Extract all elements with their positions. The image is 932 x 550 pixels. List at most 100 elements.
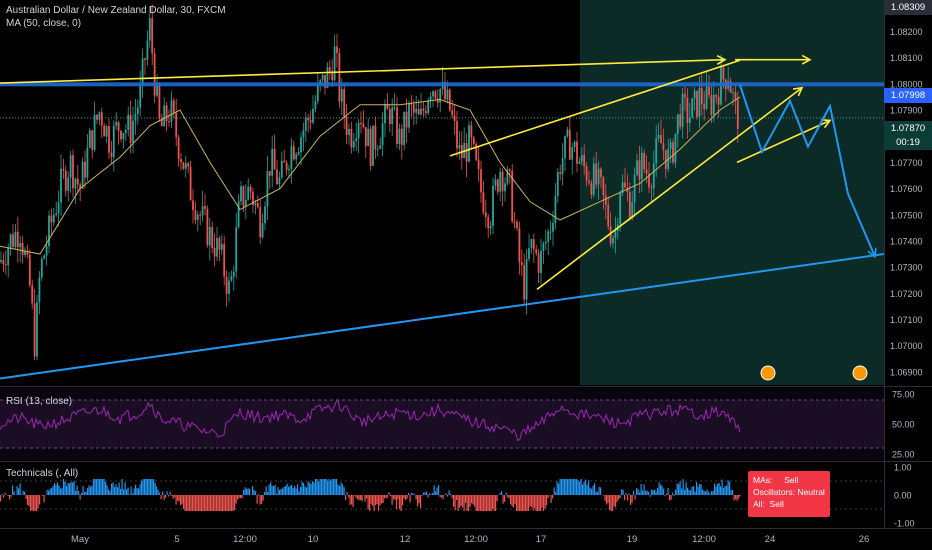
- tech-bar: [138, 488, 140, 495]
- tech-bar: [633, 490, 635, 495]
- candle-body: [710, 95, 713, 115]
- candle-body: [576, 141, 578, 164]
- tech-bar: [79, 495, 81, 500]
- tech-bar: [336, 479, 338, 495]
- candle-body: [244, 199, 247, 207]
- rsi-label[interactable]: RSI (13, close): [6, 396, 73, 407]
- candle-body: [163, 105, 166, 127]
- candle-body: [72, 155, 74, 189]
- tech-bar: [279, 490, 281, 495]
- tech-bar: [627, 495, 629, 501]
- arrow-head: [792, 86, 804, 97]
- tech-bar: [600, 487, 602, 495]
- tech-bar: [291, 484, 293, 495]
- tech-bar: [664, 495, 666, 497]
- candle-body: [415, 108, 418, 113]
- tech-bar: [33, 495, 35, 511]
- ma-indicator-label[interactable]: MA (50, close, 0): [6, 18, 82, 29]
- tech-bar: [396, 495, 398, 510]
- rsi-line: [0, 398, 741, 442]
- candle-body: [201, 206, 204, 216]
- candle-body: [288, 168, 290, 171]
- tech-bar: [513, 495, 515, 508]
- tech-bar: [334, 479, 336, 495]
- tech-bar: [289, 485, 291, 495]
- tech-bar: [55, 485, 57, 495]
- tech-bar: [339, 485, 341, 495]
- candle-body: [396, 107, 398, 144]
- candle-body: [249, 186, 252, 192]
- tech-bar: [571, 479, 573, 495]
- technicals-label[interactable]: Technicals (, All): [6, 468, 79, 479]
- tech-bar: [589, 487, 591, 495]
- tech-bar: [276, 493, 278, 495]
- tech-bar: [97, 479, 99, 495]
- candle-body: [624, 182, 626, 188]
- tech-bar: [309, 482, 311, 495]
- tech-bar: [222, 495, 224, 511]
- tech-bar: [433, 485, 435, 495]
- tech-bar: [154, 482, 156, 495]
- tech-bar: [249, 488, 251, 495]
- tech-bar: [274, 484, 276, 495]
- candle-body: [708, 86, 710, 96]
- candle-body: [547, 231, 550, 242]
- chart-legend: Australian Dollar / New Zealand Dollar, …: [6, 4, 226, 30]
- tech-bar: [159, 492, 161, 495]
- top-trendline: [0, 58, 726, 84]
- tech-bar: [360, 495, 362, 501]
- tech-bar: [501, 491, 503, 495]
- tech-bar: [708, 491, 710, 495]
- tech-bar: [300, 487, 302, 495]
- candle-body: [105, 126, 108, 137]
- tech-bar: [712, 490, 714, 495]
- tech-bar: [723, 488, 725, 495]
- candle-body: [391, 107, 394, 124]
- candle-body: [712, 95, 715, 115]
- x-tick-label: 12:00: [464, 534, 488, 545]
- candle-body: [12, 234, 14, 247]
- candle-body: [487, 217, 490, 229]
- tech-bar: [435, 491, 437, 495]
- tech-bar: [727, 480, 729, 495]
- tech-bar: [244, 487, 246, 495]
- tech-bar: [445, 493, 447, 495]
- candle-body: [232, 271, 235, 277]
- tech-bar: [328, 479, 330, 495]
- technicals-legend[interactable]: Technicals (, All): [6, 467, 78, 480]
- candle-body: [21, 242, 24, 255]
- tech-bar: [384, 495, 386, 499]
- candle-body: [715, 95, 718, 97]
- candle-body: [559, 172, 562, 174]
- candle-body: [672, 142, 674, 163]
- candle-body: [86, 147, 89, 178]
- y-tick-label: 1.06900: [890, 367, 923, 377]
- tech-bar: [225, 495, 227, 511]
- tech-bar: [145, 479, 147, 495]
- symbol-title[interactable]: Australian Dollar / New Zealand Dollar, …: [6, 5, 226, 16]
- tech-bar: [177, 495, 179, 501]
- tech-bar: [630, 495, 632, 506]
- tech-bar: [129, 494, 131, 495]
- tech-bar: [415, 495, 417, 500]
- y-tick-label: 1.07500: [890, 210, 923, 220]
- tech-bar: [552, 495, 554, 499]
- candle-body: [597, 168, 600, 185]
- tech-bar: [474, 495, 476, 507]
- candle-body: [144, 58, 146, 60]
- candle-body: [412, 104, 415, 113]
- rsi-legend[interactable]: RSI (13, close): [6, 395, 72, 408]
- tech-bar: [577, 480, 579, 495]
- tech-bar: [258, 494, 260, 495]
- tech-bar: [573, 479, 575, 495]
- candle-body: [585, 166, 588, 181]
- tech-bar: [649, 495, 651, 497]
- tech-bar: [700, 484, 702, 495]
- tech-bar: [375, 495, 377, 506]
- tech-bar: [165, 495, 167, 498]
- candle-body: [451, 110, 454, 116]
- tech-bar: [393, 495, 395, 500]
- tech-bar: [196, 495, 198, 511]
- tech-bar: [207, 495, 209, 511]
